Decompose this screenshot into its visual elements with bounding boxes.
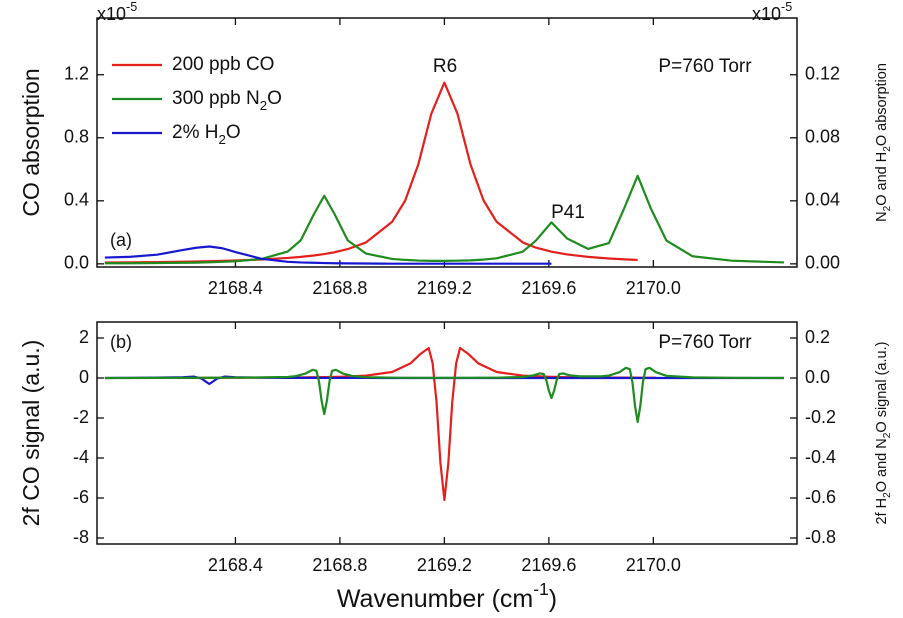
annotation: R6 <box>433 56 457 77</box>
y-tick-label: 1.2 <box>64 63 89 83</box>
text-segment: 300 ppb N <box>172 88 260 109</box>
x-tick-label: 2168.4 <box>208 278 263 298</box>
text-segment: x10 <box>97 4 126 24</box>
y-tick-label: 0.0 <box>64 253 89 273</box>
y-scale-label: x10-5 <box>97 0 137 23</box>
y2-axis-label: N2O and H2O absorption <box>874 63 893 222</box>
annotation: P=760 Torr <box>658 332 752 353</box>
text-segment: N <box>874 211 890 221</box>
x-tick-label: 2169.2 <box>417 278 472 298</box>
y-tick-label: 0.0 <box>805 367 830 387</box>
panel: 2168.4 2168.8 2169.2 2169.6 2170.0 2 0 -2 -4 -6 -8… <box>18 321 893 613</box>
text-segment: 2 <box>260 98 267 113</box>
y-axis-label: 2f CO signal (a.u.) <box>18 340 44 527</box>
x-tick-label: 2168.8 <box>312 555 367 575</box>
panel-label: (b) <box>110 332 132 352</box>
x-tick-label: 2169.6 <box>521 555 576 575</box>
y-tick-label: -0.8 <box>805 527 836 547</box>
y-axis-label: CO absorption <box>18 68 44 216</box>
text-segment: 2 <box>882 432 893 438</box>
text-segment: 200 ppb CO <box>172 54 274 75</box>
text-segment: 2% H <box>172 122 218 143</box>
text-segment: 2 <box>882 492 893 498</box>
text-segment: 2f CO signal (a.u.) <box>18 340 44 527</box>
text-segment: O <box>267 88 282 109</box>
legend-label: 200 ppb CO <box>172 54 274 75</box>
y2-axis-label: 2f H2O and N2O signal (a.u.) <box>874 342 893 525</box>
text-segment: 2f H <box>874 498 890 525</box>
y-tick-label: 0.12 <box>805 63 840 83</box>
x-tick-label: 2170.0 <box>626 555 681 575</box>
text-segment: O signal (a.u.) <box>874 342 890 433</box>
text-segment: -1 <box>533 579 549 599</box>
annotation: P41 <box>551 202 585 223</box>
y-tick-label: 0.8 <box>64 127 89 147</box>
annotation: P=760 Torr <box>658 56 752 77</box>
text-segment: Wavenumber (cm <box>337 585 533 613</box>
text-segment: O absorption <box>874 63 890 146</box>
y-tick-label: -0.4 <box>805 447 836 467</box>
text-segment: x10 <box>752 4 781 24</box>
panel: 2168.4 2168.8 2169.2 2169.6 2170.0 0.0 0.4 0.8 1… <box>18 0 893 297</box>
y-tick-label: 2 <box>79 327 89 347</box>
panel-label: (a) <box>110 230 132 250</box>
y-tick-label: 0.2 <box>805 327 830 347</box>
plot-frame <box>96 17 798 268</box>
text-segment: O and N <box>874 438 890 492</box>
x-tick-label: 2168.8 <box>312 278 367 298</box>
x-axis-label: Wavenumber (cm-1) <box>337 579 557 613</box>
x-tick-label: 2169.2 <box>417 555 472 575</box>
text-segment: O and H <box>874 152 890 206</box>
y-tick-label: 0 <box>79 367 89 387</box>
series-line <box>104 174 784 265</box>
text-segment: 2 <box>882 205 893 211</box>
text-segment: CO absorption <box>18 68 44 216</box>
text-segment: 2 <box>882 146 893 152</box>
legend-label: 2% H2O <box>172 122 241 147</box>
y-tick-label: -8 <box>73 527 89 547</box>
text-segment: -5 <box>781 0 792 14</box>
plot-frame <box>96 321 798 545</box>
x-tick-label: 2170.0 <box>626 278 681 298</box>
y-tick-label: 0.4 <box>64 190 89 210</box>
y-tick-label: -6 <box>73 487 89 507</box>
y-tick-label: -0.2 <box>805 407 836 427</box>
series-line <box>104 245 552 265</box>
x-tick-label: 2168.4 <box>208 555 263 575</box>
legend-label: 300 ppb N2O <box>172 88 282 113</box>
text-segment: 2 <box>218 132 225 147</box>
text-segment: O <box>226 122 241 143</box>
x-tick-label: 2169.6 <box>521 278 576 298</box>
text-segment: ) <box>549 585 557 613</box>
y-tick-label: 0.04 <box>805 190 840 210</box>
text-segment: -5 <box>126 0 137 14</box>
y2-scale-label: x10-5 <box>752 0 792 23</box>
y-tick-label: -0.6 <box>805 487 836 507</box>
y-tick-label: -4 <box>73 447 89 467</box>
y-tick-label: 0.00 <box>805 253 840 273</box>
y-tick-label: -2 <box>73 407 89 427</box>
series-line <box>104 366 784 424</box>
y-tick-label: 0.08 <box>805 127 840 147</box>
